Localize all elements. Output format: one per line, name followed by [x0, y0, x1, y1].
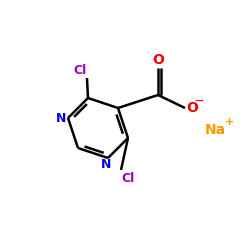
Text: −: −	[195, 96, 205, 106]
Text: O: O	[186, 101, 198, 115]
Text: N: N	[56, 112, 66, 124]
Text: Na: Na	[204, 123, 226, 137]
Text: Cl: Cl	[74, 64, 87, 76]
Text: +: +	[224, 117, 234, 127]
Text: N: N	[101, 158, 111, 172]
Text: O: O	[152, 53, 164, 67]
Text: Cl: Cl	[122, 172, 134, 184]
